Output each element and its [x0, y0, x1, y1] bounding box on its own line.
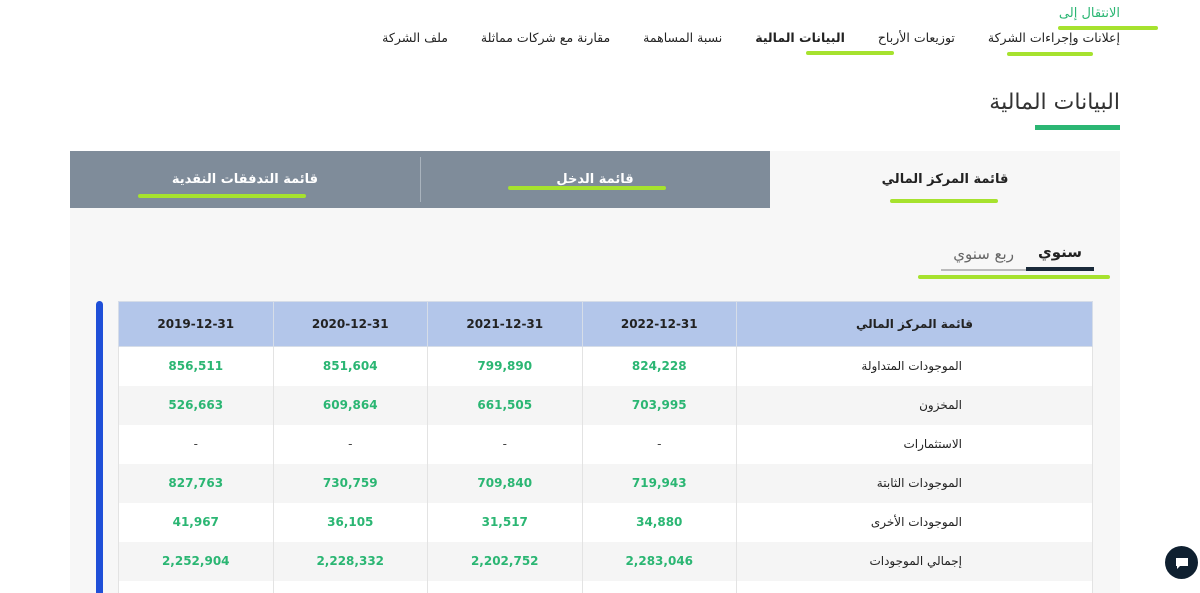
- table-row: الاستثمارات - - - -: [118, 424, 1093, 464]
- highlight-stroke: [806, 51, 894, 55]
- tab-divider: [420, 157, 421, 202]
- table-row: [118, 580, 1093, 593]
- header-item: قائمة المركز المالي: [736, 301, 1093, 347]
- row-label: الموجودات الأخرى: [736, 502, 1093, 542]
- highlight-stroke: [138, 194, 306, 198]
- cell-value: 661,505: [427, 385, 583, 425]
- tab-label: قائمة الدخل: [556, 172, 634, 187]
- cell-value: [427, 580, 583, 593]
- header-year: 2022-12-31: [581, 301, 737, 347]
- tab-label: قائمة التدفقات النقدية: [171, 172, 319, 187]
- row-label: المخزون: [736, 385, 1093, 425]
- cell-value: 2,252,904: [118, 541, 274, 581]
- balance-sheet-table: قائمة المركز المالي 2022-12-31 2021-12-3…: [118, 301, 1093, 593]
- cell-value: 609,864: [272, 385, 428, 425]
- highlight-stroke: [508, 186, 666, 190]
- chat-bubble-icon: [1175, 557, 1188, 569]
- title-underline: [1035, 125, 1120, 130]
- cell-value: 2,283,046: [581, 541, 737, 581]
- table-row: الموجودات الأخرى 34,880 31,517 36,105 41…: [118, 502, 1093, 542]
- cell-value: 526,663: [118, 385, 274, 425]
- highlight-stroke: [890, 199, 998, 203]
- header-year: 2021-12-31: [427, 301, 583, 347]
- cell-value: -: [427, 424, 583, 464]
- row-label: [736, 580, 1093, 593]
- period-quarterly-tab[interactable]: ربع سنوي: [941, 245, 1026, 271]
- row-label: إجمالي الموجودات: [736, 541, 1093, 581]
- row-label: الموجودات المتداولة: [736, 346, 1093, 386]
- nav-item-ownership[interactable]: نسبة المساهمة: [643, 30, 723, 45]
- page-title: البيانات المالية: [989, 90, 1120, 115]
- tab-income-statement[interactable]: قائمة الدخل: [420, 151, 770, 208]
- nav-item-company-profile[interactable]: ملف الشركة: [382, 30, 448, 45]
- tab-label: قائمة المركز المالي: [881, 172, 1009, 187]
- nav-item-announcements[interactable]: إعلانات وإجراءات الشركة: [987, 30, 1120, 45]
- statement-tabs: قائمة المركز المالي قائمة الدخل قائمة ال…: [70, 151, 1120, 208]
- table-row: إجمالي الموجودات 2,283,046 2,202,752 2,2…: [118, 541, 1093, 581]
- cell-value: 851,604: [272, 346, 428, 386]
- cell-value: 799,890: [427, 346, 583, 386]
- cell-value: [272, 580, 428, 593]
- row-label: الاستثمارات: [736, 424, 1093, 464]
- top-nav: إعلانات وإجراءات الشركة توزيعات الأرباح …: [349, 30, 1120, 45]
- cell-value: 34,880: [581, 502, 737, 542]
- highlight-stroke: [1058, 26, 1158, 30]
- header-year: 2020-12-31: [272, 301, 428, 347]
- cell-value: 827,763: [118, 463, 274, 503]
- cell-value: 36,105: [272, 502, 428, 542]
- nav-jump-label: الانتقال إلى: [1058, 6, 1120, 21]
- nav-item-dividends[interactable]: توزيعات الأرباح: [877, 30, 955, 45]
- cell-value: 719,943: [581, 463, 737, 503]
- table-row: الموجودات المتداولة 824,228 799,890 851,…: [118, 346, 1093, 386]
- tab-cash-flow[interactable]: قائمة التدفقات النقدية: [70, 151, 420, 208]
- cell-value: -: [272, 424, 428, 464]
- chat-button[interactable]: [1165, 546, 1198, 579]
- table-row: الموجودات الثابتة 719,943 709,840 730,75…: [118, 463, 1093, 503]
- table-header-row: قائمة المركز المالي 2022-12-31 2021-12-3…: [118, 301, 1093, 347]
- highlight-stroke: [918, 275, 1110, 279]
- cell-value: 2,228,332: [272, 541, 428, 581]
- cell-value: [581, 580, 737, 593]
- tab-balance-sheet[interactable]: قائمة المركز المالي: [770, 151, 1120, 208]
- table-row: المخزون 703,995 661,505 609,864 526,663: [118, 385, 1093, 425]
- cell-value: 2,202,752: [427, 541, 583, 581]
- financial-statements-panel: قائمة المركز المالي قائمة الدخل قائمة ال…: [70, 151, 1120, 593]
- cell-value: 709,840: [427, 463, 583, 503]
- cell-value: 730,759: [272, 463, 428, 503]
- nav-item-financials[interactable]: البيانات المالية: [755, 30, 845, 45]
- row-label: الموجودات الثابتة: [736, 463, 1093, 503]
- cell-value: 41,967: [118, 502, 274, 542]
- period-switch: سنوي ربع سنوي: [941, 243, 1094, 271]
- scrollbar[interactable]: [96, 301, 103, 593]
- highlight-stroke: [1007, 52, 1093, 56]
- cell-value: 824,228: [581, 346, 737, 386]
- cell-value: 31,517: [427, 502, 583, 542]
- cell-value: 856,511: [118, 346, 274, 386]
- period-annual-tab[interactable]: سنوي: [1025, 243, 1094, 271]
- cell-value: -: [118, 424, 274, 464]
- nav-item-peer-comparison[interactable]: مقارنة مع شركات مماثلة: [480, 30, 611, 45]
- cell-value: 703,995: [581, 385, 737, 425]
- header-year: 2019-12-31: [118, 301, 274, 347]
- cell-value: -: [581, 424, 737, 464]
- cell-value: [118, 580, 274, 593]
